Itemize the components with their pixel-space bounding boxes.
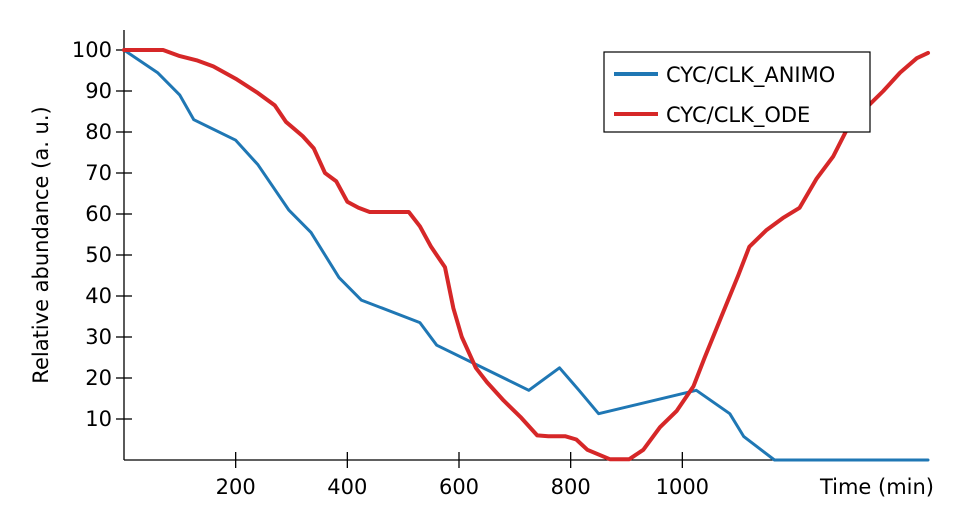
y-tick-label: 30 — [85, 325, 112, 349]
x-tick-label: 400 — [327, 475, 367, 499]
y-tick-label: 80 — [85, 120, 112, 144]
x-tick-label: 1000 — [656, 475, 709, 499]
y-tick-label: 90 — [85, 79, 112, 103]
x-axis-ticks: 200 400 600 800 1000 — [216, 452, 709, 499]
x-tick-label: 600 — [439, 475, 479, 499]
y-axis-label: Relative abundance (a. u.) — [29, 106, 53, 383]
y-tick-label: 20 — [85, 366, 112, 390]
series-lines — [122, 48, 930, 462]
series-line-2 — [122, 48, 930, 462]
legend-box — [603, 51, 871, 133]
y-tick-label: 10 — [85, 407, 112, 431]
y-tick-label: 70 — [85, 161, 112, 185]
y-axis-ticks: 10 20 30 40 50 60 70 80 90 100 — [72, 38, 132, 431]
y-tick-label: 40 — [85, 284, 112, 308]
legend: CYC/CLK_ANIMO CYC/CLK_ODE — [603, 51, 871, 133]
series-line-1 — [122, 48, 930, 462]
legend-label-2: CYC/CLK_ODE — [666, 103, 810, 128]
x-tick-label: 800 — [551, 475, 591, 499]
x-tick-label: 200 — [216, 475, 256, 499]
y-tick-label: 50 — [85, 243, 112, 267]
y-tick-label: 60 — [85, 202, 112, 226]
y-tick-label: 100 — [72, 38, 112, 62]
legend-label-1: CYC/CLK_ANIMO — [666, 63, 835, 88]
x-axis-label: Time (min) — [819, 475, 934, 499]
